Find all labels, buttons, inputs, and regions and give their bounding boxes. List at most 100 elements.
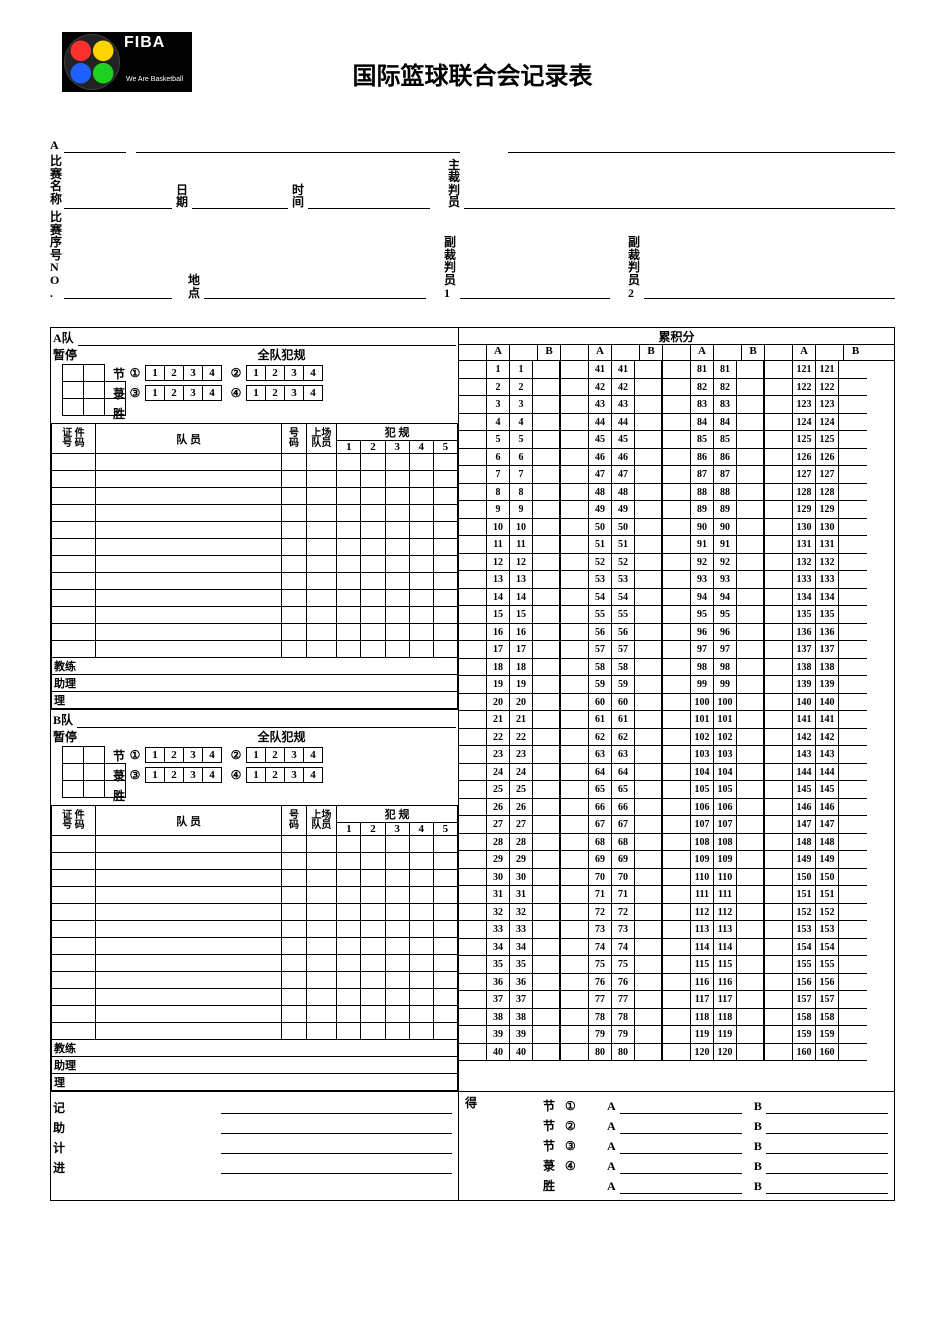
rs-cell-b-score[interactable] [737, 624, 764, 642]
cell-foul[interactable] [385, 471, 409, 488]
rs-cell-b-score[interactable] [737, 466, 764, 484]
cell-foul[interactable] [409, 590, 433, 607]
rs-cell-a-score[interactable] [765, 834, 793, 852]
rs-cell-a-score[interactable] [459, 869, 487, 887]
field-referee-top[interactable] [508, 137, 895, 153]
rs-cell-a-score[interactable] [663, 711, 691, 729]
cell-foul[interactable] [409, 624, 433, 641]
rs-cell-b-score[interactable] [737, 816, 764, 834]
cell-foul[interactable] [361, 590, 385, 607]
rs-cell-b-score[interactable] [737, 869, 764, 887]
rs-cell-a-score[interactable] [663, 379, 691, 397]
rs-cell-a-score[interactable] [561, 1044, 589, 1062]
cell-jersey[interactable] [282, 1023, 306, 1040]
rs-cell-b-score[interactable] [533, 974, 560, 992]
rs-cell-b-score[interactable] [839, 676, 867, 694]
rs-cell-a-score[interactable] [459, 729, 487, 747]
cell-foul[interactable] [337, 539, 361, 556]
cell-player[interactable] [95, 853, 282, 870]
rs-cell-a-score[interactable] [765, 396, 793, 414]
rs-cell-a-score[interactable] [765, 1044, 793, 1062]
cell-player[interactable] [95, 1006, 282, 1023]
rs-cell-b-score[interactable] [635, 449, 662, 467]
cell-license[interactable] [52, 989, 96, 1006]
cell-player[interactable] [95, 887, 282, 904]
rs-cell-b-score[interactable] [839, 764, 867, 782]
rs-cell-a-score[interactable] [663, 974, 691, 992]
rs-cell-b-score[interactable] [839, 449, 867, 467]
rs-cell-b-score[interactable] [635, 466, 662, 484]
rs-cell-a-score[interactable] [663, 361, 691, 379]
rs-cell-b-score[interactable] [533, 519, 560, 537]
rs-cell-a-score[interactable] [663, 676, 691, 694]
rs-cell-a-score[interactable] [663, 834, 691, 852]
rs-cell-b-score[interactable] [635, 571, 662, 589]
rs-cell-b-score[interactable] [737, 904, 764, 922]
rs-cell-a-score[interactable] [561, 746, 589, 764]
rs-cell-a-score[interactable] [765, 939, 793, 957]
rs-cell-a-score[interactable] [663, 466, 691, 484]
rs-cell-a-score[interactable] [459, 974, 487, 992]
cell-starter[interactable] [306, 904, 337, 921]
rs-cell-a-score[interactable] [561, 974, 589, 992]
field-score-b[interactable] [766, 1098, 888, 1114]
cell-jersey[interactable] [282, 887, 306, 904]
rs-cell-a-score[interactable] [561, 799, 589, 817]
rs-cell-b-score[interactable] [635, 886, 662, 904]
cell-license[interactable] [52, 904, 96, 921]
foul-box[interactable]: 4 [202, 365, 222, 381]
cell-starter[interactable] [306, 573, 337, 590]
field-score-b[interactable] [766, 1118, 888, 1134]
cell-license[interactable] [52, 573, 96, 590]
rs-cell-b-score[interactable] [839, 624, 867, 642]
cell-foul[interactable] [337, 887, 361, 904]
rs-cell-b-score[interactable] [839, 431, 867, 449]
rs-cell-a-score[interactable] [663, 606, 691, 624]
rs-cell-b-score[interactable] [839, 396, 867, 414]
cell-jersey[interactable] [282, 641, 306, 658]
cell-foul[interactable] [337, 556, 361, 573]
rs-cell-a-score[interactable] [765, 781, 793, 799]
rs-cell-b-score[interactable] [635, 379, 662, 397]
foul-box[interactable]: 4 [303, 385, 323, 401]
rs-cell-a-score[interactable] [765, 886, 793, 904]
cell-license[interactable] [52, 556, 96, 573]
cell-foul[interactable] [337, 989, 361, 1006]
cell-jersey[interactable] [282, 921, 306, 938]
foul-box[interactable]: 2 [164, 747, 184, 763]
rs-cell-b-score[interactable] [839, 904, 867, 922]
rs-cell-a-score[interactable] [561, 956, 589, 974]
rs-cell-b-score[interactable] [533, 746, 560, 764]
rs-cell-a-score[interactable] [765, 361, 793, 379]
rs-cell-a-score[interactable] [663, 694, 691, 712]
cell-foul[interactable] [433, 870, 457, 887]
cell-foul[interactable] [361, 955, 385, 972]
rs-cell-a-score[interactable] [561, 939, 589, 957]
rs-cell-b-score[interactable] [635, 746, 662, 764]
cell-foul[interactable] [409, 1006, 433, 1023]
foul-box[interactable]: 3 [284, 385, 304, 401]
rs-cell-a-score[interactable] [459, 694, 487, 712]
rs-cell-b-score[interactable] [533, 851, 560, 869]
rs-cell-a-score[interactable] [561, 781, 589, 799]
cell-foul[interactable] [385, 539, 409, 556]
field-team-name[interactable] [77, 712, 456, 728]
field-score-a[interactable] [620, 1138, 742, 1154]
rs-cell-b-score[interactable] [737, 694, 764, 712]
rs-cell-a-score[interactable] [765, 921, 793, 939]
cell-foul[interactable] [385, 853, 409, 870]
cell-foul[interactable] [409, 921, 433, 938]
field-score-a[interactable] [620, 1118, 742, 1134]
cell-license[interactable] [52, 1023, 96, 1040]
rs-cell-a-score[interactable] [663, 396, 691, 414]
foul-box[interactable]: 4 [303, 747, 323, 763]
cell-jersey[interactable] [282, 1006, 306, 1023]
rs-cell-b-score[interactable] [737, 851, 764, 869]
rs-cell-b-score[interactable] [635, 956, 662, 974]
rs-cell-a-score[interactable] [765, 904, 793, 922]
cell-foul[interactable] [409, 989, 433, 1006]
foul-box[interactable]: 4 [202, 385, 222, 401]
rs-cell-b-score[interactable] [533, 624, 560, 642]
cell-starter[interactable] [306, 539, 337, 556]
rs-cell-b-score[interactable] [533, 816, 560, 834]
